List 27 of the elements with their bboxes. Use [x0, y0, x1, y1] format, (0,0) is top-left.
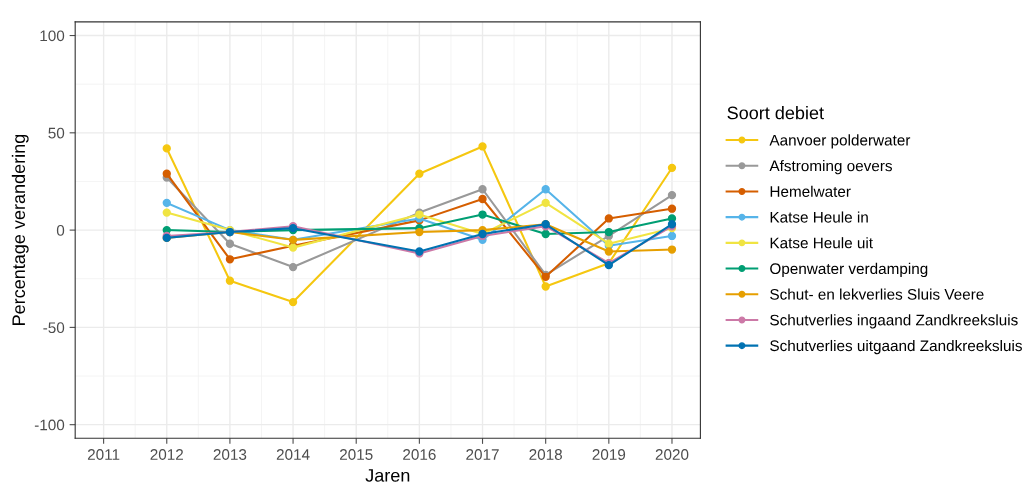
legend-label: Hemelwater — [770, 185, 851, 197]
x-tick-label: 2013 — [213, 449, 247, 460]
legend-title: Soort debiet — [727, 106, 824, 120]
x-tick-label: 2020 — [655, 449, 689, 460]
legend-label: Schut- en lekverlies Sluis Veere — [770, 288, 984, 300]
legend-label: Katse Heule in — [770, 211, 868, 223]
y-tick-label: -100 — [34, 419, 65, 431]
x-axis-title: Jaren — [365, 469, 410, 482]
y-tick-label: 100 — [40, 30, 65, 42]
x-tick-label: 2016 — [403, 449, 436, 460]
x-tick-label: 2018 — [529, 449, 563, 460]
y-tick-label: 0 — [56, 224, 65, 236]
y-tick-label: 50 — [48, 127, 65, 139]
x-tick-label: 2014 — [276, 449, 310, 460]
x-tick-label: 2017 — [466, 449, 499, 460]
x-tick-label: 2015 — [340, 449, 373, 460]
x-tick-label: 2012 — [150, 449, 183, 460]
y-axis-title: Percentage verandering — [11, 134, 29, 325]
y-tick-label: -50 — [43, 322, 65, 334]
legend-label: Schutverlies ingaand Zandkreeksluis — [770, 314, 1018, 329]
legend-label: Katse Heule uit — [770, 237, 873, 249]
legend-label: Afstroming oevers — [769, 160, 892, 175]
x-tick-label: 2011 — [87, 449, 120, 460]
legend-label: Schutverlies uitgaand Zandkreeksluis — [770, 339, 1022, 355]
x-tick-label: 2019 — [592, 449, 626, 460]
legend-label: Openwater verdamping — [770, 262, 928, 278]
legend-label: Aanvoer polderwater — [769, 134, 911, 149]
